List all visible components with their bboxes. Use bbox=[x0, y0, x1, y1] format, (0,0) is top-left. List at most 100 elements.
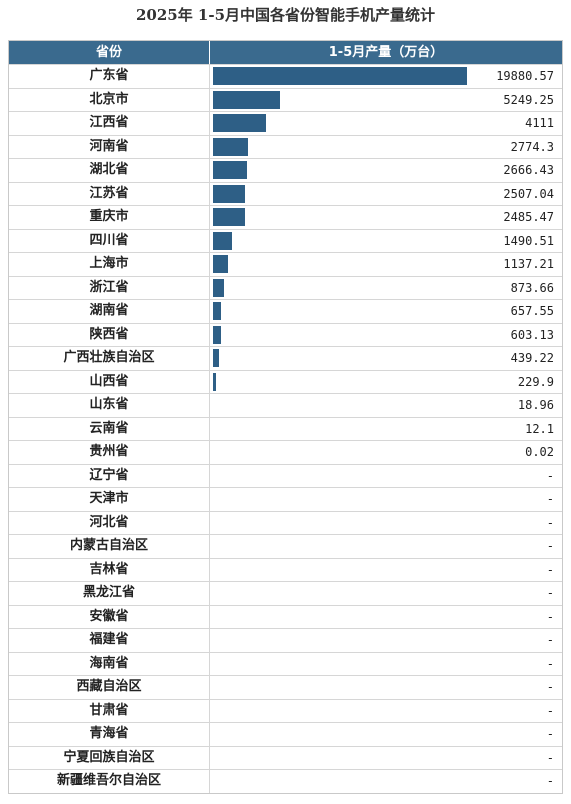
table-row: 辽宁省 - bbox=[9, 463, 562, 487]
province-cell: 甘肃省 bbox=[9, 699, 210, 722]
output-cell: 603.13 bbox=[210, 324, 562, 347]
province-cell: 浙江省 bbox=[9, 276, 210, 299]
table-row: 青海省 - bbox=[9, 722, 562, 746]
output-cell: - bbox=[210, 700, 562, 723]
output-cell: 4111 bbox=[210, 112, 562, 135]
output-cell: 873.66 bbox=[210, 277, 562, 300]
output-cell: 1490.51 bbox=[210, 230, 562, 253]
header-output: 1-5月产量（万台） bbox=[328, 45, 444, 60]
output-cell: 0.02 bbox=[210, 441, 562, 464]
output-cell: 439.22 bbox=[210, 347, 562, 370]
table-row: 云南省 12.1 bbox=[9, 416, 562, 441]
bar bbox=[213, 161, 248, 179]
province-cell: 广西壮族自治区 bbox=[9, 347, 210, 370]
province-cell: 黑龙江省 bbox=[9, 582, 210, 605]
table-row: 江苏省 2507.04 bbox=[9, 181, 562, 205]
province-cell: 宁夏回族自治区 bbox=[9, 746, 210, 769]
table-row: 河北省 - bbox=[9, 510, 562, 534]
chart-title: 2025年 1-5月中国各省份智能手机产量统计 bbox=[135, 6, 436, 24]
output-cell: 18.96 bbox=[210, 394, 562, 417]
province-cell: 广东省 bbox=[9, 65, 210, 88]
output-cell: - bbox=[210, 582, 562, 605]
value-label: 19880.57 bbox=[496, 69, 554, 83]
value-label: - bbox=[546, 727, 554, 741]
table-row: 江西省 4111 bbox=[9, 111, 562, 135]
bar bbox=[213, 349, 219, 367]
output-cell: 2666.43 bbox=[210, 159, 562, 182]
province-cell: 河南省 bbox=[9, 135, 210, 158]
bar bbox=[213, 231, 232, 250]
table-row: 陕西省 603.13 bbox=[9, 322, 562, 347]
table-row: 黑龙江省 - bbox=[9, 581, 562, 605]
output-cell: - bbox=[210, 723, 562, 746]
output-cell: 1137.21 bbox=[210, 253, 562, 276]
value-label: 5249.25 bbox=[503, 92, 554, 107]
province-cell: 江西省 bbox=[9, 112, 210, 135]
province-cell: 辽宁省 bbox=[9, 464, 210, 487]
value-label: - bbox=[546, 515, 554, 530]
bar bbox=[213, 137, 249, 156]
output-cell: 19880.57 bbox=[210, 65, 562, 88]
table-row: 上海市 1137.21 bbox=[9, 252, 562, 276]
value-label: - bbox=[546, 586, 554, 600]
output-cell: - bbox=[210, 653, 562, 676]
value-label: 4111 bbox=[525, 116, 554, 130]
value-label: - bbox=[546, 774, 554, 788]
value-label: - bbox=[546, 633, 554, 647]
bar bbox=[213, 184, 245, 203]
output-cell: - bbox=[210, 747, 562, 770]
table-row: 广东省 19880.57 bbox=[9, 64, 562, 88]
province-cell: 西藏自治区 bbox=[9, 676, 210, 699]
province-cell: 内蒙古自治区 bbox=[9, 535, 210, 558]
bar bbox=[213, 302, 222, 320]
table-row: 贵州省 0.02 bbox=[9, 440, 562, 464]
province-cell: 海南省 bbox=[9, 652, 210, 675]
value-label: - bbox=[546, 562, 554, 577]
table-row: 湖北省 2666.43 bbox=[9, 158, 562, 182]
output-cell: 229.9 bbox=[210, 371, 562, 394]
bar bbox=[213, 372, 216, 391]
bar bbox=[213, 255, 228, 273]
province-cell: 山东省 bbox=[9, 394, 210, 417]
table-row: 河南省 2774.3 bbox=[9, 134, 562, 158]
value-label: 1137.21 bbox=[503, 257, 554, 271]
table-row: 四川省 1490.51 bbox=[9, 228, 562, 253]
output-cell: 5249.25 bbox=[210, 89, 562, 112]
bar bbox=[213, 325, 221, 344]
province-cell: 江苏省 bbox=[9, 182, 210, 205]
value-label: 18.96 bbox=[517, 398, 554, 412]
bar bbox=[213, 208, 245, 226]
table-row: 广西壮族自治区 439.22 bbox=[9, 346, 562, 370]
output-cell: - bbox=[210, 676, 562, 699]
province-cell: 吉林省 bbox=[9, 558, 210, 581]
table-row: 湖南省 657.55 bbox=[9, 299, 562, 323]
table-row: 宁夏回族自治区 - bbox=[9, 745, 562, 770]
output-cell: - bbox=[210, 559, 562, 582]
output-cell: 2485.47 bbox=[210, 206, 562, 229]
output-cell: - bbox=[210, 629, 562, 652]
bar bbox=[213, 278, 225, 297]
province-cell: 湖南省 bbox=[9, 300, 210, 323]
province-cell: 新疆维吾尔自治区 bbox=[9, 770, 210, 793]
table-body: 广东省 19880.57 北京市 5249.25 江西省 4111 河南省 2774.3 湖北省… bbox=[9, 64, 562, 793]
value-label: 0.02 bbox=[525, 445, 554, 459]
value-label: 603.13 bbox=[510, 327, 554, 342]
bar bbox=[213, 90, 281, 109]
province-cell: 贵州省 bbox=[9, 441, 210, 464]
table-row: 浙江省 873.66 bbox=[9, 275, 562, 300]
province-cell: 天津市 bbox=[9, 488, 210, 511]
output-cell: - bbox=[210, 488, 562, 511]
output-cell: - bbox=[210, 535, 562, 558]
output-cell: 12.1 bbox=[210, 418, 562, 441]
value-label: 439.22 bbox=[510, 351, 554, 365]
table-row: 甘肃省 - bbox=[9, 698, 562, 723]
province-cell: 四川省 bbox=[9, 229, 210, 252]
table-row: 重庆市 2485.47 bbox=[9, 205, 562, 229]
table-row: 海南省 - bbox=[9, 651, 562, 676]
value-label: - bbox=[546, 609, 554, 624]
bar bbox=[213, 67, 467, 85]
province-cell: 青海省 bbox=[9, 723, 210, 746]
province-cell: 北京市 bbox=[9, 88, 210, 111]
value-label: 2507.04 bbox=[503, 186, 554, 201]
table-row: 安徽省 - bbox=[9, 604, 562, 628]
